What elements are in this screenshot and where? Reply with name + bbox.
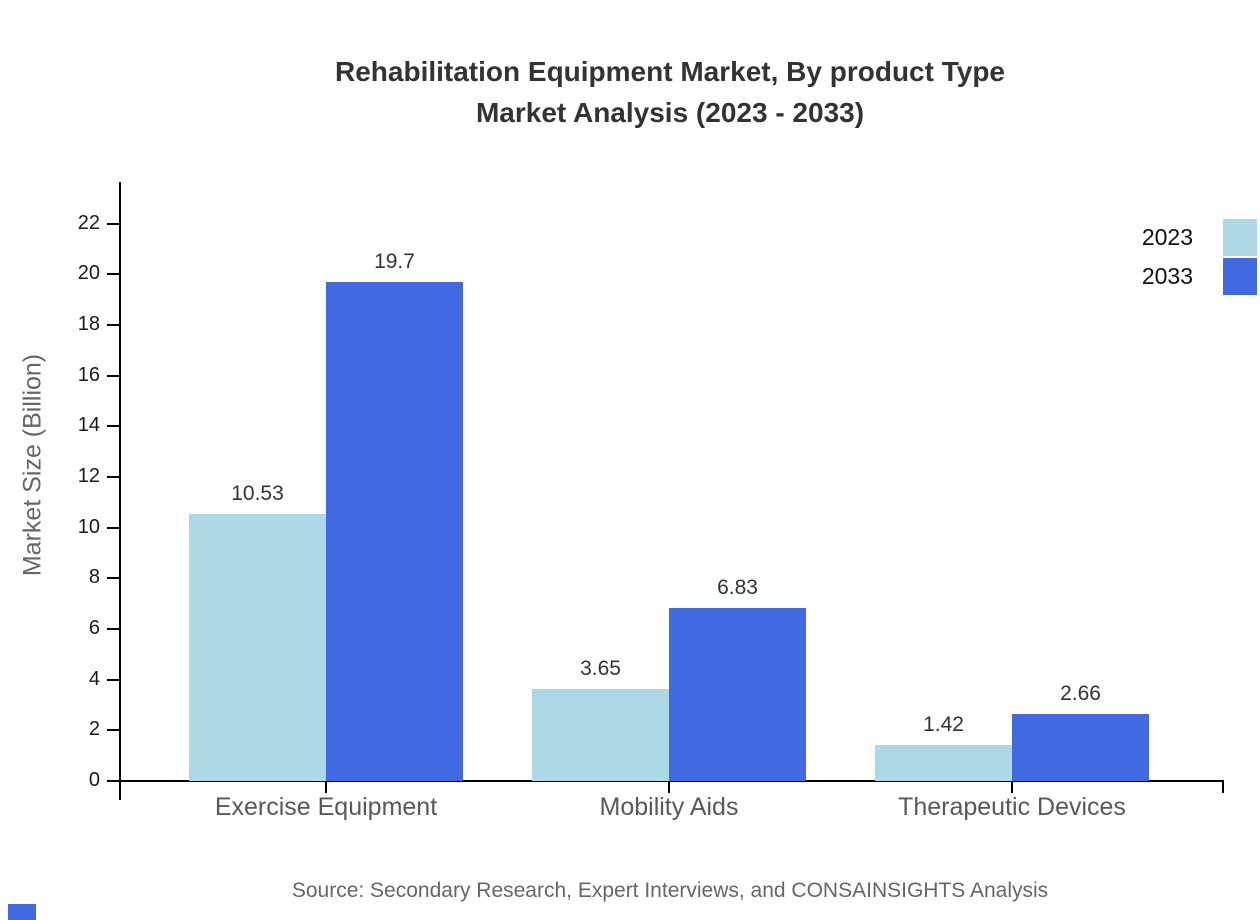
y-tick-label: 6 — [88, 616, 100, 639]
y-tick-mark — [107, 577, 120, 580]
y-axis-line — [119, 182, 121, 800]
legend-label-2023: 2023 — [1141, 224, 1193, 250]
y-tick-mark — [107, 526, 120, 529]
y-tick-label: 0 — [88, 769, 100, 791]
bar-value-2033-exercise-equipment: 19.7 — [374, 249, 415, 273]
y-tick-mark — [107, 729, 120, 732]
legend-swatch-2033 — [1223, 258, 1257, 295]
chart-title-line1: Rehabilitation Equipment Market, By prod… — [335, 56, 1005, 87]
bar-value-2023-exercise-equipment: 10.53 — [231, 482, 284, 506]
y-tick-label: 16 — [77, 363, 100, 386]
y-tick-label: 4 — [88, 667, 100, 690]
legend-swatch-2023 — [1223, 219, 1257, 256]
bar-2023-therapeutic-devices — [875, 745, 1012, 781]
category-label-mobility-aids: Mobility Aids — [599, 793, 739, 821]
source-text: Source: Secondary Research, Expert Inter… — [291, 879, 1049, 902]
y-tick-mark — [107, 678, 120, 681]
y-tick-mark — [107, 780, 120, 782]
bar-value-2033-mobility-aids: 6.83 — [717, 575, 758, 599]
x-tick-mark — [1011, 781, 1013, 793]
legend-label-2033: 2033 — [1141, 263, 1193, 289]
bar-value-2023-mobility-aids: 3.65 — [580, 656, 621, 680]
x-tick-mark — [668, 781, 670, 793]
x-tick-mark — [325, 781, 327, 793]
y-tick-mark — [107, 222, 120, 225]
y-tick-mark — [107, 425, 120, 428]
legend-row-2033: 2033 — [1142, 258, 1257, 295]
bar-2033-mobility-aids — [669, 607, 806, 781]
category-label-exercise-equipment: Exercise Equipment — [214, 793, 438, 821]
legend-row-2023: 2023 — [1142, 219, 1257, 256]
bar-value-2033-therapeutic-devices: 2.66 — [1060, 681, 1101, 705]
y-tick-label: 12 — [77, 464, 100, 487]
x-tick-mark — [1222, 781, 1224, 793]
bar-2023-mobility-aids — [532, 688, 669, 781]
chart-title: Rehabilitation Equipment Market, By prod… — [80, 51, 1260, 133]
y-tick-mark — [107, 627, 120, 630]
y-tick-label: 10 — [77, 515, 100, 538]
y-tick-mark — [107, 323, 120, 326]
y-tick-mark — [107, 273, 120, 276]
y-tick-label: 18 — [77, 312, 100, 335]
y-tick-label: 22 — [77, 211, 100, 234]
y-tick-label: 20 — [77, 262, 100, 285]
x-axis-line — [108, 780, 1224, 782]
y-tick-mark — [107, 374, 120, 377]
y-tick-label: 2 — [88, 718, 100, 741]
chart-title-line2: Market Analysis (2023 - 2033) — [475, 97, 865, 128]
bar-value-2023-therapeutic-devices: 1.42 — [923, 713, 964, 737]
category-label-therapeutic-devices: Therapeutic Devices — [898, 793, 1126, 821]
y-tick-label: 8 — [88, 566, 100, 589]
y-tick-mark — [107, 475, 120, 478]
brand-mark — [8, 904, 36, 920]
bar-2033-therapeutic-devices — [1012, 713, 1149, 781]
y-tick-label: 14 — [77, 414, 100, 437]
bar-2023-exercise-equipment — [189, 514, 326, 781]
bar-2033-exercise-equipment — [326, 281, 463, 781]
